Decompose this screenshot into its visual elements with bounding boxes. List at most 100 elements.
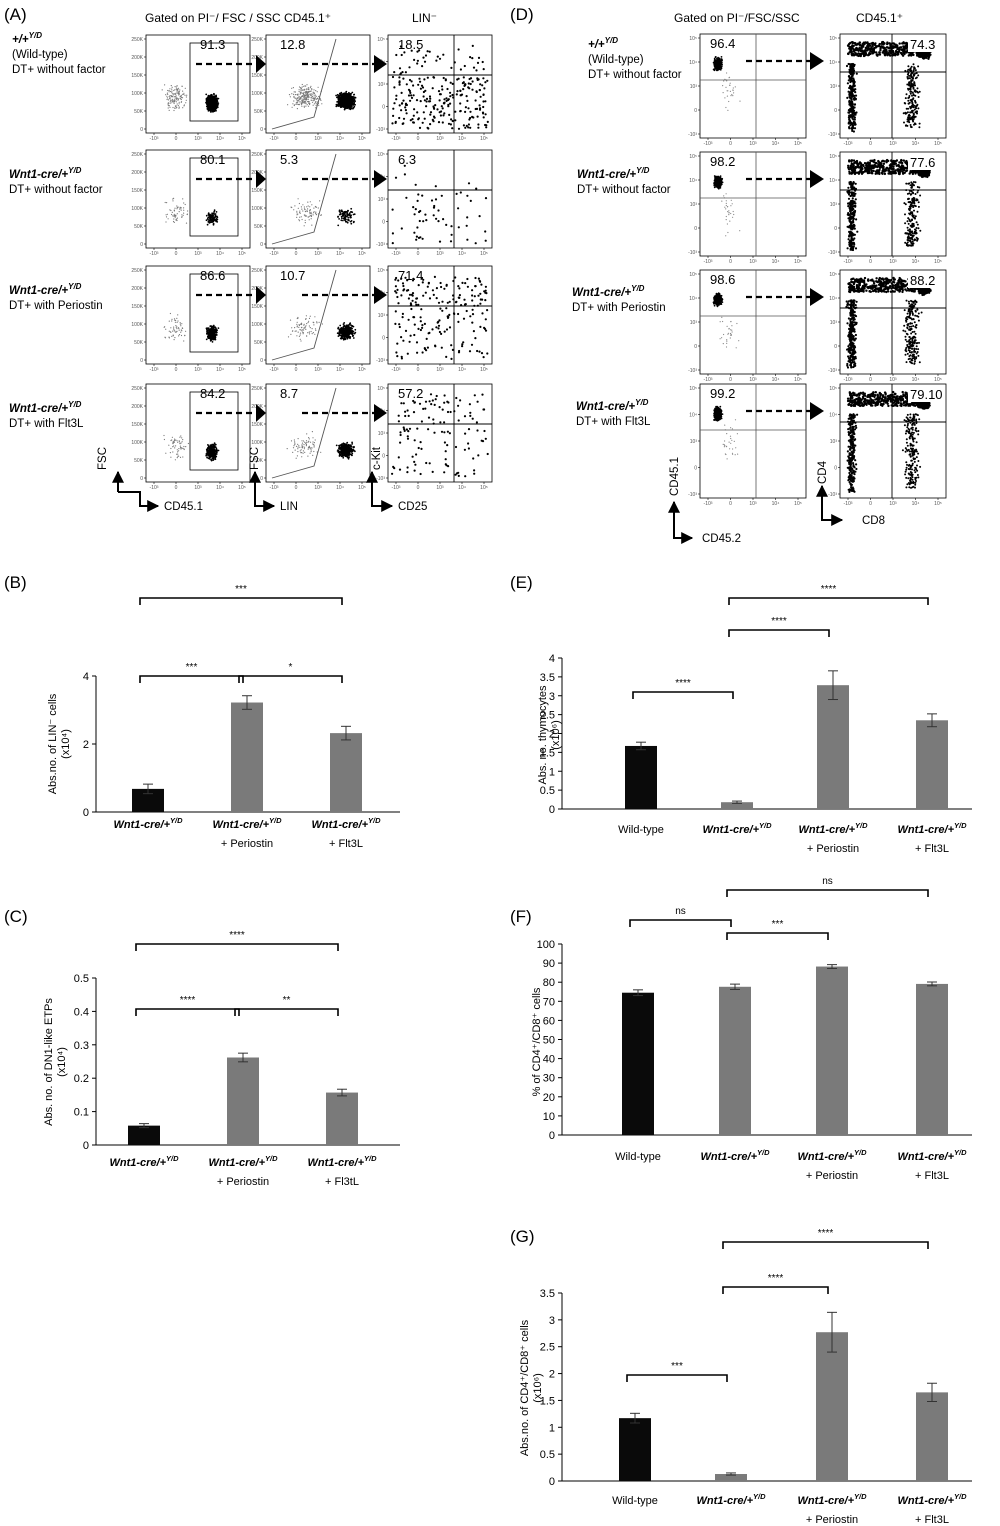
panel-d-axis-labels: CD45.1 CD45.2 CD4 CD8 bbox=[668, 457, 885, 545]
svg-text:10⁵: 10⁵ bbox=[377, 152, 385, 158]
chart-e-bracket-1 bbox=[632, 691, 734, 699]
svg-text:10⁵: 10⁵ bbox=[377, 37, 385, 43]
panel-d-row-3-arrowhead bbox=[810, 288, 824, 306]
svg-text:10⁵: 10⁵ bbox=[238, 136, 246, 142]
svg-text:0: 0 bbox=[295, 485, 298, 491]
panel-d-row-2-plot-1 bbox=[699, 151, 807, 257]
chart-c: 0 0.1 0.2 0.3 0.4 0.5 Abs. no. of DN1-like ETP… bbox=[43, 930, 400, 1188]
chart-g-bracket-3 bbox=[722, 1241, 929, 1249]
panel-a-row-3-gate-2 bbox=[271, 269, 337, 361]
svg-text:-10³: -10³ bbox=[270, 367, 279, 373]
chart-f-category-2: Wnt1-cre/+Y/D bbox=[700, 1148, 770, 1163]
svg-text:50K: 50K bbox=[134, 340, 144, 346]
svg-text:10⁴: 10⁴ bbox=[336, 136, 344, 142]
chart-f-ytick-label-2: 20 bbox=[543, 1092, 555, 1104]
panel-a-row-1-plot-2 bbox=[265, 34, 371, 134]
svg-text:0: 0 bbox=[295, 251, 298, 257]
chart-c-ylabel: Abs. no. of DN1-like ETPs bbox=[43, 998, 55, 1126]
svg-text:10³: 10³ bbox=[314, 367, 322, 373]
chart-b-bracket-2 bbox=[238, 675, 343, 683]
svg-text:0: 0 bbox=[140, 358, 143, 364]
panel-d-header-cd45: CD45.1⁺ bbox=[856, 11, 903, 25]
chart-e-ytick-label-5: 2.5 bbox=[540, 710, 555, 722]
svg-text:10³: 10³ bbox=[314, 251, 322, 257]
panel-a-row-1-plot-3 bbox=[387, 34, 493, 134]
panel-label-g: (G) bbox=[510, 1227, 535, 1246]
chart-f-sig-label-1: *** bbox=[772, 919, 784, 930]
panel-a-col2-y-label: FSC bbox=[249, 447, 261, 470]
svg-text:-10³: -10³ bbox=[150, 136, 159, 142]
svg-text:10⁵: 10⁵ bbox=[358, 136, 366, 142]
panel-d-col1-y-label: CD45.1 bbox=[669, 457, 681, 496]
panel-a-header-cd45: CD45.1⁺ bbox=[284, 11, 331, 25]
svg-text:250K: 250K bbox=[131, 386, 143, 392]
chart-e-category-3: Wnt1-cre/+Y/D bbox=[798, 821, 868, 836]
panel-d-row-3-line2: DT+ with Periostin bbox=[572, 302, 666, 314]
svg-text:10³: 10³ bbox=[194, 367, 202, 373]
svg-text:0: 0 bbox=[417, 251, 420, 257]
svg-text:-10³: -10³ bbox=[150, 485, 159, 491]
svg-text:-10³: -10³ bbox=[392, 485, 401, 491]
chart-f-category-1: Wild-type bbox=[615, 1151, 661, 1163]
panel-d-row-4-pct-1: 99.2 bbox=[710, 386, 735, 401]
chart-b-ylabel: Abs.no. of LIN⁻ cells bbox=[47, 693, 59, 794]
svg-text:0: 0 bbox=[260, 127, 263, 133]
svg-text:0: 0 bbox=[295, 367, 298, 373]
chart-b-bracket-1 bbox=[139, 675, 244, 683]
svg-text:150K: 150K bbox=[251, 304, 263, 310]
panel-d-row-2-line2: DT+ without factor bbox=[577, 184, 671, 196]
chart-e-sig-label-1: **** bbox=[675, 678, 691, 689]
chart-c-category-3: Wnt1-cre/+Y/D bbox=[307, 1154, 377, 1169]
chart-f-ylabel: % of CD4⁺/CD8⁺ cells bbox=[531, 987, 543, 1096]
svg-text:10⁵: 10⁵ bbox=[358, 367, 366, 373]
svg-text:10⁵: 10⁵ bbox=[238, 251, 246, 257]
chart-g-bracket-1 bbox=[626, 1374, 728, 1382]
chart-f-ytick-label-3: 30 bbox=[543, 1073, 555, 1085]
svg-text:0: 0 bbox=[260, 476, 263, 482]
panel-a-row-2-arrowhead-2 bbox=[374, 170, 387, 188]
chart-e: 0 0.5 1 1.5 2 2.5 3 3.5 4 Abs. no. thymocytes (x10… bbox=[537, 584, 972, 855]
panel-d-row-1-line3: DT+ without factor bbox=[588, 69, 682, 81]
chart-b-bar-3 bbox=[330, 733, 362, 812]
chart-g: 0 0.5 1 1.5 2 2.5 3 3.5 Abs.no. of CD4⁺/CD8⁺ cel… bbox=[519, 1228, 972, 1526]
chart-b-yunit: (x10⁴) bbox=[60, 729, 72, 759]
panel-a-row-4-gate-2 bbox=[271, 387, 337, 479]
panel-a-row-4-arrowhead-2 bbox=[374, 404, 387, 422]
panel-a-row-2-line2: DT+ without factor bbox=[9, 184, 103, 196]
panel-a-row-3-arrowhead-2 bbox=[374, 286, 387, 304]
chart-f-ytick-label-6: 60 bbox=[543, 1015, 555, 1027]
panel-d-row-3: Wnt1-cre/+Y/DDT+ with Periostin10⁵10⁴10³… bbox=[572, 269, 947, 383]
panel-a-col1-x-label: CD45.1 bbox=[164, 501, 203, 513]
panel-a-col2-x-label: LIN bbox=[280, 501, 298, 513]
panel-a-col3-x-label: CD25 bbox=[398, 501, 427, 513]
chart-f-ytick-label-5: 50 bbox=[543, 1035, 555, 1047]
svg-text:0: 0 bbox=[382, 220, 385, 226]
panel-a-row-3-gate-1 bbox=[189, 273, 239, 353]
chart-g-ytick-label-2: 1 bbox=[549, 1422, 555, 1434]
chart-c-bar-3 bbox=[326, 1092, 358, 1145]
svg-text:150K: 150K bbox=[251, 73, 263, 79]
panel-d-row-3-genotype: Wnt1-cre/+Y/D bbox=[572, 284, 645, 299]
panel-a-row-4-arrowhead-1 bbox=[256, 404, 266, 422]
chart-f-bar-2 bbox=[719, 986, 751, 1135]
panel-d-row-1-plot-1 bbox=[699, 33, 807, 139]
chart-e-category-sub-4: + Flt3L bbox=[915, 843, 949, 855]
panel-d-row-1: +/+Y/D(Wild-type)DT+ without factor10⁵10… bbox=[588, 33, 947, 147]
svg-text:0: 0 bbox=[175, 367, 178, 373]
panel-a-row-2-gate-2 bbox=[271, 153, 337, 245]
chart-c-bracket-3 bbox=[135, 943, 339, 951]
svg-text:0: 0 bbox=[175, 136, 178, 142]
panel-a-row-4-genotype: Wnt1-cre/+Y/D bbox=[9, 400, 82, 415]
panel-a-row-1: +/+Y/D (Wild-type) DT+ without factor 250K 2… bbox=[12, 31, 493, 142]
chart-g-sig-label-1: *** bbox=[671, 1361, 683, 1372]
chart-f-ytick-label-0: 0 bbox=[549, 1130, 555, 1142]
chart-b-ytick-label-0: 0 bbox=[83, 807, 89, 819]
chart-e-yunit: (x10⁶) bbox=[550, 720, 562, 750]
chart-f-bar-1 bbox=[622, 992, 654, 1135]
svg-text:10³: 10³ bbox=[436, 485, 444, 491]
chart-c-yunit: (x10⁴) bbox=[56, 1047, 68, 1077]
chart-c-ytick-label-4: 0.4 bbox=[74, 1006, 89, 1018]
panel-label-b: (B) bbox=[4, 573, 27, 592]
panel-a-flow-plots: +/+Y/D (Wild-type) DT+ without factor 250K 2… bbox=[9, 31, 493, 491]
